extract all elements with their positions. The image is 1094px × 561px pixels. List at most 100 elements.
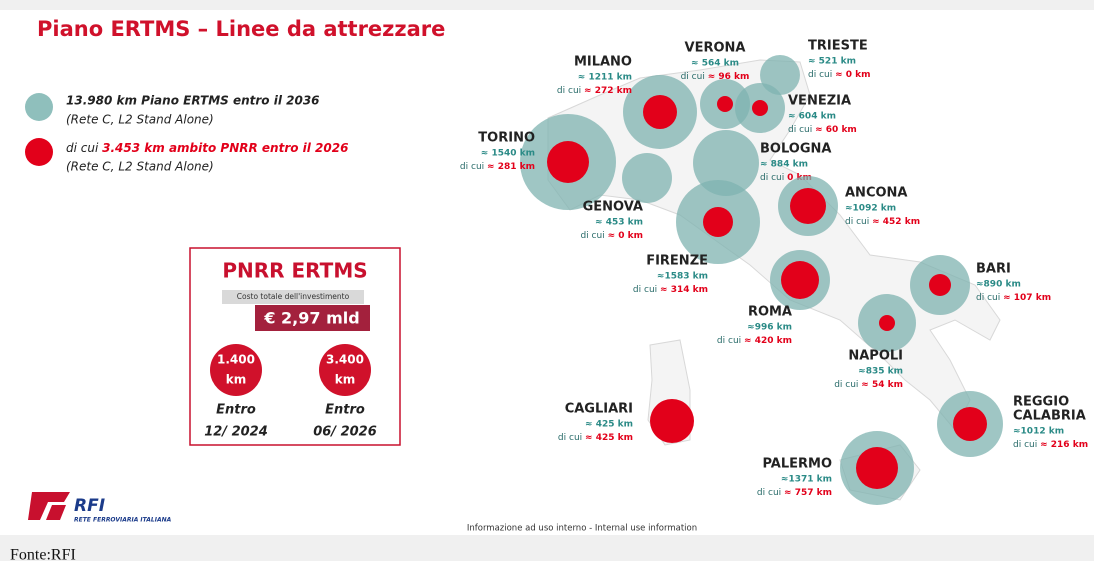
city-total: ≈ 1540 km (481, 149, 535, 159)
city-total: ≈ 453 km (595, 218, 643, 228)
pnrr-circle (650, 399, 694, 443)
subset-prefix: di cui (681, 72, 705, 82)
subset-prefix: di cui (808, 70, 832, 80)
city-name: VERONA (685, 41, 746, 56)
city-total: ≈890 km (976, 280, 1021, 290)
city-circle (693, 130, 759, 196)
city-subset: di cui ≈ 281 km (460, 162, 535, 172)
city-total: ≈1012 km (1013, 427, 1064, 437)
cost-label-bg (222, 290, 364, 304)
legend-note: (Rete C, L2 Stand Alone) (66, 160, 214, 174)
city-name: CAGLIARI (565, 402, 633, 417)
city-total: ≈ 884 km (760, 160, 808, 170)
logo-sub: RETE FERROVIARIA ITALIANA (74, 517, 172, 524)
logo-mark (28, 492, 70, 520)
pnrr-circle (547, 141, 589, 183)
pnrr-circle (643, 95, 677, 129)
city-total: ≈996 km (747, 323, 792, 333)
city-name: BARI (976, 262, 1011, 277)
city-name: ANCONA (845, 186, 907, 201)
pnrr-circle (953, 407, 987, 441)
pnrr-circle (717, 96, 733, 112)
legend-text: 13.980 km Piano ERTMS entro il 2036 (66, 94, 320, 108)
milestone-unit: km (226, 373, 246, 387)
city-subset: di cui ≈ 452 km (845, 217, 920, 227)
subset-prefix: di cui (717, 336, 741, 346)
cities: MILANO ≈ 1211 km di cui ≈ 272 km VERONA ≈ 56… (460, 39, 1088, 505)
subset-value: ≈ 96 km (708, 72, 750, 82)
subset-value: ≈ 0 km (835, 70, 870, 80)
subset-prefix: di cui (557, 86, 581, 96)
city-total: ≈1371 km (781, 475, 832, 485)
city-name: CALABRIA (1013, 409, 1086, 424)
subset-prefix: di cui (834, 380, 858, 390)
city-subset: di cui ≈ 425 km (558, 433, 633, 443)
subset-prefix: di cui (558, 433, 582, 443)
subset-prefix: di cui (460, 162, 484, 172)
legend-text: di cui 3.453 km ambito PNRR entro il 202… (66, 141, 348, 155)
milestone-km: 1.400 (217, 353, 255, 367)
subset-value: ≈ 107 km (1003, 293, 1051, 303)
legend-prefix: di cui (66, 141, 99, 155)
city-name: FIRENZE (646, 254, 708, 269)
subset-prefix: di cui (633, 285, 657, 295)
city-subset: di cui ≈ 420 km (717, 336, 792, 346)
pnrr-circle (781, 261, 819, 299)
logo: RFI RETE FERROVIARIA ITALIANA (28, 492, 172, 524)
legend-highlight: 3.453 km ambito PNRR entro il 2026 (102, 141, 348, 155)
caption: Fonte:RFI (10, 547, 76, 561)
footer: Informazione ad uso interno - Internal u… (467, 524, 697, 534)
cost: € 2,97 mld (263, 309, 359, 328)
city-subset: di cui ≈ 0 km (808, 70, 871, 80)
city-name: NAPOLI (848, 349, 903, 364)
subset-value: ≈ 272 km (584, 86, 632, 96)
city-circle (760, 55, 800, 95)
city-name: TRIESTE (808, 39, 868, 54)
city-total: ≈ 564 km (691, 59, 739, 69)
city-total: ≈1092 km (845, 204, 896, 214)
legend-note: (Rete C, L2 Stand Alone) (66, 113, 214, 127)
milestone-label: Entro (325, 403, 365, 418)
subset-prefix: di cui (976, 293, 1000, 303)
city-subset: di cui ≈ 60 km (788, 125, 857, 135)
city-total: ≈835 km (858, 367, 903, 377)
subset-value: ≈ 420 km (744, 336, 792, 346)
milestone-km: 3.400 (326, 353, 364, 367)
box-title: PNRR ERTMS (222, 259, 367, 283)
city-subset: di cui ≈ 96 km (681, 72, 750, 82)
city-name: GENOVA (583, 200, 643, 215)
legend-red (25, 138, 53, 166)
milestone-circle (319, 344, 371, 396)
city-circle (622, 153, 672, 203)
subset-prefix: di cui (788, 125, 812, 135)
city-subset: di cui ≈ 0 km (580, 231, 643, 241)
city-total: ≈ 1211 km (578, 73, 632, 83)
logo-mark (46, 505, 66, 520)
city-subset: di cui ≈ 272 km (557, 86, 632, 96)
city-total: ≈ 521 km (808, 57, 856, 67)
pnrr-circle (879, 315, 895, 331)
subset-value: ≈ 425 km (585, 433, 633, 443)
city-name: TORINO (478, 131, 535, 146)
pnrr-circle (703, 207, 733, 237)
city-name: VENEZIA (788, 94, 851, 109)
city-subset: di cui ≈ 107 km (976, 293, 1051, 303)
subset-prefix: di cui (1013, 440, 1037, 450)
city-name: BOLOGNA (760, 142, 831, 157)
title: Piano ERTMS – Linee da attrezzare (37, 17, 445, 41)
city-subset: di cui ≈ 216 km (1013, 440, 1088, 450)
subset-value: ≈ 281 km (487, 162, 535, 172)
subset-value: ≈ 314 km (660, 285, 708, 295)
subset-value: ≈ 60 km (815, 125, 857, 135)
city-subset: di cui ≈ 314 km (633, 285, 708, 295)
city-name: PALERMO (762, 457, 832, 472)
subset-value: ≈ 216 km (1040, 440, 1088, 450)
city-subset: di cui ≈ 757 km (757, 488, 832, 498)
city-total: ≈1583 km (657, 272, 708, 282)
subset-prefix: di cui (845, 217, 869, 227)
subset-prefix: di cui (757, 488, 781, 498)
subset-prefix: di cui (580, 231, 604, 241)
subset-value: ≈ 0 km (608, 231, 643, 241)
city-total: ≈ 604 km (788, 112, 836, 122)
legend-teal (25, 93, 53, 121)
